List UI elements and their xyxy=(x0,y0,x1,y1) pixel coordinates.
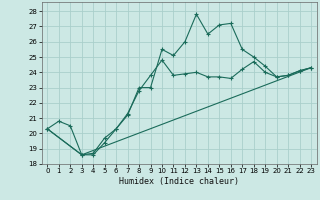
X-axis label: Humidex (Indice chaleur): Humidex (Indice chaleur) xyxy=(119,177,239,186)
